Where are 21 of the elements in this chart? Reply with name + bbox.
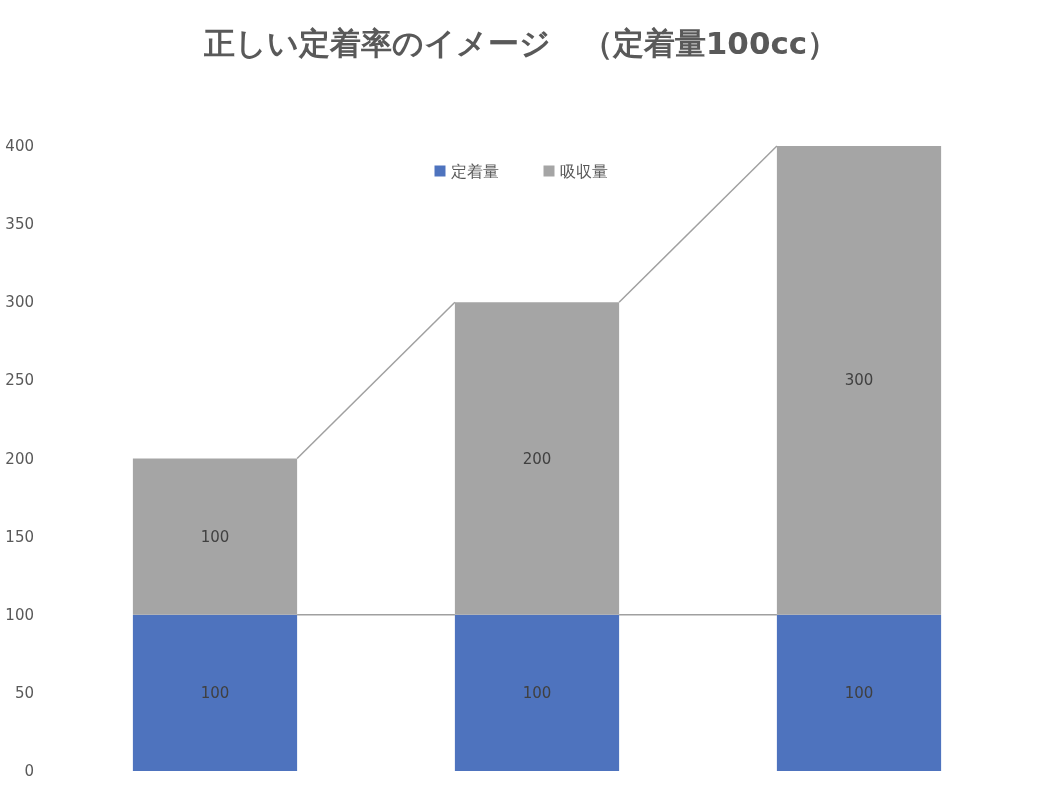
y-tick-label: 400 bbox=[5, 137, 34, 155]
data-label: 100 bbox=[200, 527, 230, 546]
bar bbox=[132, 614, 298, 771]
bar bbox=[454, 614, 620, 771]
data-label: 100 bbox=[200, 683, 230, 702]
y-tick-label: 300 bbox=[5, 293, 34, 312]
y-tick-label: 100 bbox=[5, 605, 34, 624]
data-label: 200 bbox=[522, 449, 552, 468]
chart-title: 正しい定着率のイメージ （定着量100cc） bbox=[202, 24, 839, 61]
bar bbox=[776, 614, 942, 771]
data-label: 100 bbox=[522, 683, 552, 702]
data-label: 100 bbox=[844, 683, 874, 702]
y-tick-label: 150 bbox=[5, 527, 34, 546]
y-tick-label: 0 bbox=[24, 762, 34, 780]
y-tick-label: 50 bbox=[14, 683, 34, 702]
data-label: 300 bbox=[844, 371, 874, 390]
y-tick-label: 200 bbox=[5, 449, 34, 468]
y-tick-label: 250 bbox=[5, 371, 34, 390]
y-tick-label: 350 bbox=[5, 215, 34, 234]
legend-label: 定着量 bbox=[450, 161, 499, 181]
legend-label: 吸収量 bbox=[559, 161, 608, 181]
